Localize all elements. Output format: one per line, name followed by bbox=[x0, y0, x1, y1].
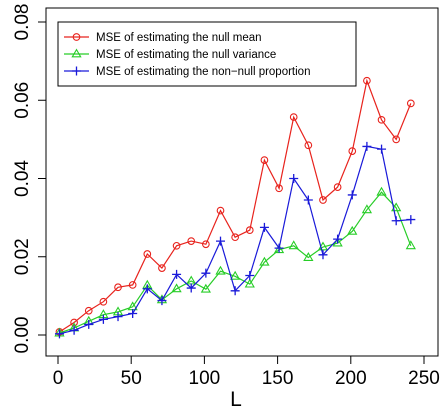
data-point bbox=[333, 183, 342, 191]
series-line bbox=[59, 78, 412, 333]
legend-item: MSE of estimating the null variance bbox=[64, 48, 276, 61]
y-tick-label: 0.08 bbox=[12, 4, 33, 41]
data-point bbox=[84, 319, 94, 329]
data-point bbox=[259, 256, 270, 266]
legend-label: MSE of estimating the null variance bbox=[96, 49, 276, 61]
y-tick-label: 0.06 bbox=[12, 82, 33, 119]
data-point bbox=[377, 115, 386, 124]
data-point bbox=[406, 215, 416, 225]
data-point bbox=[69, 325, 79, 335]
data-point bbox=[201, 268, 211, 278]
data-point bbox=[142, 284, 152, 294]
data-point bbox=[391, 202, 402, 212]
legend-item: MSE of estimating the null mean bbox=[64, 32, 262, 44]
data-point bbox=[377, 144, 387, 154]
x-tick-label: 50 bbox=[121, 368, 142, 389]
data-point bbox=[186, 283, 196, 293]
series-layer bbox=[54, 76, 416, 339]
legend-item: MSE of estimating the non−null proportio… bbox=[64, 66, 310, 78]
data-point bbox=[158, 264, 166, 272]
data-point bbox=[157, 296, 167, 306]
legend-label: MSE of estimating the null mean bbox=[96, 32, 262, 44]
data-point bbox=[333, 234, 343, 244]
data-point bbox=[362, 141, 372, 151]
x-tick-label: 0 bbox=[53, 368, 64, 389]
data-point bbox=[332, 237, 343, 247]
data-point bbox=[216, 236, 226, 246]
data-point bbox=[347, 190, 357, 200]
data-point bbox=[406, 99, 415, 108]
series-1 bbox=[55, 76, 415, 336]
data-point bbox=[202, 240, 210, 249]
data-point bbox=[319, 196, 327, 204]
data-point bbox=[215, 265, 226, 275]
data-point bbox=[231, 233, 239, 242]
data-point bbox=[274, 243, 284, 253]
data-point bbox=[187, 237, 196, 245]
y-tick-label: 0.00 bbox=[12, 317, 33, 354]
data-point bbox=[54, 329, 64, 339]
y-tick-label: 0.02 bbox=[12, 238, 33, 275]
data-point bbox=[347, 225, 358, 235]
series-2 bbox=[54, 186, 416, 337]
data-point bbox=[303, 252, 314, 261]
x-axis-title: L bbox=[230, 388, 242, 411]
data-point bbox=[230, 270, 241, 280]
data-point bbox=[200, 283, 211, 293]
data-point bbox=[113, 312, 123, 322]
data-point bbox=[114, 283, 122, 292]
data-point bbox=[392, 135, 401, 144]
data-point bbox=[70, 318, 78, 327]
data-point bbox=[128, 281, 137, 289]
data-point bbox=[348, 147, 357, 155]
data-point bbox=[259, 222, 269, 232]
legend-marker bbox=[72, 33, 81, 41]
series-line bbox=[59, 191, 412, 334]
legend-marker bbox=[71, 48, 82, 58]
x-tick-label: 150 bbox=[262, 368, 294, 389]
data-point bbox=[303, 195, 313, 205]
y-tick-label: 0.04 bbox=[12, 160, 33, 197]
axes-layer: 0 50 100 150 200 250 0.00 0.02 0.04 0.06 0.08 bbox=[12, 4, 440, 389]
data-point bbox=[289, 174, 299, 183]
data-point bbox=[361, 204, 373, 214]
legend-label: MSE of estimating the non−null proportio… bbox=[96, 66, 310, 78]
x-tick-label: 200 bbox=[335, 368, 367, 389]
data-point bbox=[245, 271, 255, 281]
data-point bbox=[98, 314, 108, 324]
data-point bbox=[143, 250, 152, 258]
data-point bbox=[318, 250, 328, 260]
x-tick-label: 100 bbox=[189, 368, 221, 389]
data-point bbox=[128, 308, 138, 318]
x-tick-label: 250 bbox=[408, 368, 440, 389]
data-point bbox=[216, 206, 225, 215]
data-point bbox=[289, 113, 298, 121]
data-point bbox=[288, 240, 299, 250]
legend-marker bbox=[72, 66, 81, 76]
data-point bbox=[186, 275, 197, 285]
data-point bbox=[171, 283, 182, 293]
data-point bbox=[99, 297, 108, 306]
data-point bbox=[244, 278, 255, 288]
legend-box bbox=[57, 21, 357, 87]
data-point bbox=[391, 216, 401, 226]
legend: MSE of estimating the null mean MSE of es… bbox=[57, 21, 357, 87]
data-point bbox=[275, 184, 283, 193]
data-point bbox=[230, 286, 240, 296]
data-point bbox=[260, 156, 269, 164]
data-point bbox=[172, 269, 182, 279]
data-point bbox=[405, 240, 416, 250]
data-point bbox=[172, 241, 181, 250]
data-point bbox=[84, 306, 93, 315]
data-point bbox=[363, 76, 371, 85]
series-3 bbox=[54, 141, 416, 339]
data-point bbox=[376, 186, 387, 196]
data-point bbox=[304, 141, 313, 150]
data-point bbox=[245, 226, 254, 234]
